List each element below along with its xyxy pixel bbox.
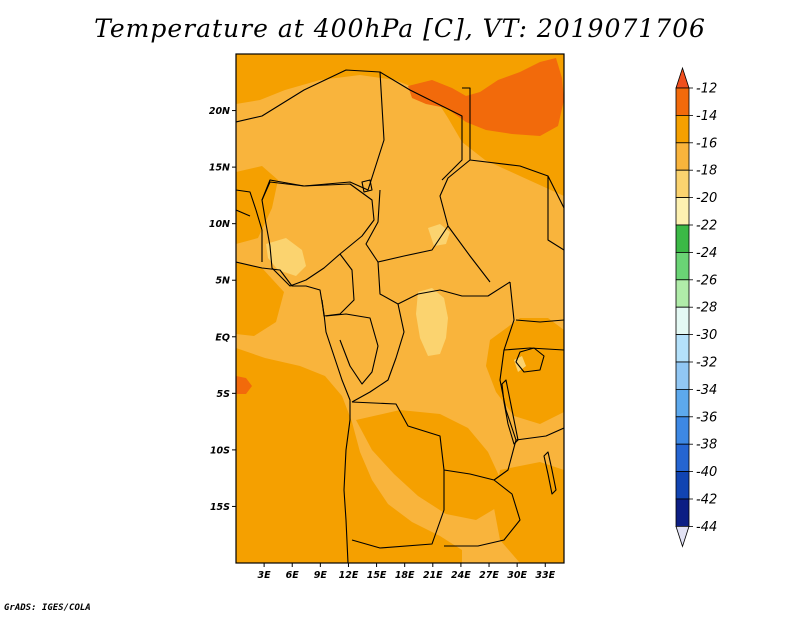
- colorbar-label: -24: [696, 246, 717, 261]
- colorbar-label: -40: [696, 465, 717, 480]
- field-region-cool-car: [428, 224, 450, 246]
- colorbar-label: -36: [696, 410, 717, 425]
- colorbar-swatch: [675, 142, 690, 171]
- border-west-africa: [236, 189, 263, 262]
- colorbar: -12 -14 -16 -18 -20 -22 -24 -26 -28 -30 -32 -34 -36 -…: [675, 66, 717, 548]
- field-region-cool-congo: [416, 288, 448, 356]
- lat-tick-label: 5N: [215, 276, 230, 287]
- lon-tick-label: 33E: [535, 570, 555, 581]
- colorbar-swatch: [675, 279, 690, 308]
- lon-tick-label: 24E: [451, 570, 471, 581]
- colorbar-swatch: [675, 443, 690, 473]
- lon-tick-label: 6E: [286, 570, 300, 581]
- country-borders: [236, 69, 564, 563]
- field-region-cool-cameroon: [266, 238, 306, 276]
- map-frame: [235, 53, 565, 564]
- lake-malawi: [543, 451, 557, 495]
- lat-tick-label: 20N: [209, 106, 230, 117]
- colorbar-swatch: [675, 197, 690, 226]
- lon-axis: 3E 6E 9E 12E 15E 18E 21E 24E 27E 30E 33E: [258, 563, 556, 581]
- colorbar-bottom-arrow: [675, 526, 690, 548]
- lat-tick-label: 5S: [217, 389, 231, 400]
- field-region-warm-west-spot: [236, 376, 252, 394]
- colorbar-label: -28: [696, 301, 717, 316]
- colorbar-top-arrow: [675, 66, 690, 89]
- colorbar-swatch: [675, 115, 690, 144]
- lon-tick-label: 18E: [395, 570, 415, 581]
- map-title: Temperature at 400hPa [C], VT: 201907170…: [94, 14, 706, 43]
- colorbar-swatch: [675, 306, 690, 336]
- border-car-south: [377, 261, 511, 305]
- colorbar-label: -14: [696, 109, 717, 124]
- lake-victoria: [515, 347, 545, 373]
- grads-credit: GrADS: IGES/COLA: [4, 603, 91, 613]
- border-drc-west: [351, 303, 405, 403]
- field-region-south-west: [236, 348, 462, 563]
- border-chad-sudan: [439, 87, 491, 283]
- field-region-south-central: [356, 410, 500, 520]
- lat-tick-label: 15N: [209, 163, 230, 174]
- lon-tick-label: 30E: [507, 570, 527, 581]
- field-region-warm-northeast: [408, 58, 564, 136]
- lat-tick-label: EQ: [215, 332, 230, 343]
- lon-tick-label: 3E: [258, 570, 272, 581]
- field-region-sahel-light: [300, 140, 372, 192]
- colorbar-label: -26: [696, 273, 717, 288]
- temperature-field: [236, 54, 564, 563]
- colorbar-label: -34: [696, 383, 717, 398]
- colorbar-swatch: [675, 251, 690, 281]
- lat-tick-label: 15S: [210, 502, 230, 513]
- lat-axis: 20N 15N 10N 5N EQ 5S 10S 15S: [209, 106, 236, 513]
- lat-tick-label: 10S: [210, 445, 230, 456]
- border-east-africa: [503, 319, 564, 441]
- lon-tick-label: 15E: [367, 570, 387, 581]
- colorbar-swatch: [675, 224, 690, 253]
- colorbar-swatch: [675, 169, 690, 198]
- lon-tick-label: 12E: [339, 570, 359, 581]
- colorbar-swatch: [675, 498, 690, 527]
- border-zambia: [443, 469, 521, 547]
- colorbar-label: -20: [696, 191, 717, 206]
- colorbar-swatch: [675, 471, 690, 500]
- colorbar-label: -22: [696, 219, 717, 234]
- lon-tick-label: 9E: [314, 570, 328, 581]
- lake-chad: [361, 179, 373, 193]
- colorbar-label: -32: [696, 356, 717, 371]
- colorbar-label: -38: [696, 438, 717, 453]
- colorbar-swatch: [675, 361, 690, 390]
- colorbar-label: -16: [696, 136, 717, 151]
- lon-tick-label: 27E: [479, 570, 499, 581]
- lon-tick-label: 21E: [423, 570, 443, 581]
- colorbar-swatch: [675, 416, 690, 445]
- border-congo-gabon: [325, 313, 379, 385]
- field-region-west-equator: [236, 262, 284, 336]
- border-sudan-ethiopia: [469, 159, 564, 251]
- border-niger-chad: [261, 71, 385, 201]
- lake-tanganyika: [501, 379, 519, 445]
- colorbar-swatch: [675, 87, 690, 116]
- colorbar-swatch: [675, 334, 690, 363]
- colorbar-label: -30: [696, 328, 717, 343]
- lat-tick-label: 10N: [209, 219, 230, 230]
- colorbar-label: -18: [696, 164, 717, 179]
- colorbar-label: -42: [696, 493, 717, 508]
- colorbar-label: -12: [696, 82, 717, 97]
- field-region-east-south: [494, 462, 564, 563]
- coastline-gulf-of-guinea: [236, 261, 351, 563]
- colorbar-swatch: [675, 388, 690, 418]
- colorbar-label: -44: [696, 520, 717, 535]
